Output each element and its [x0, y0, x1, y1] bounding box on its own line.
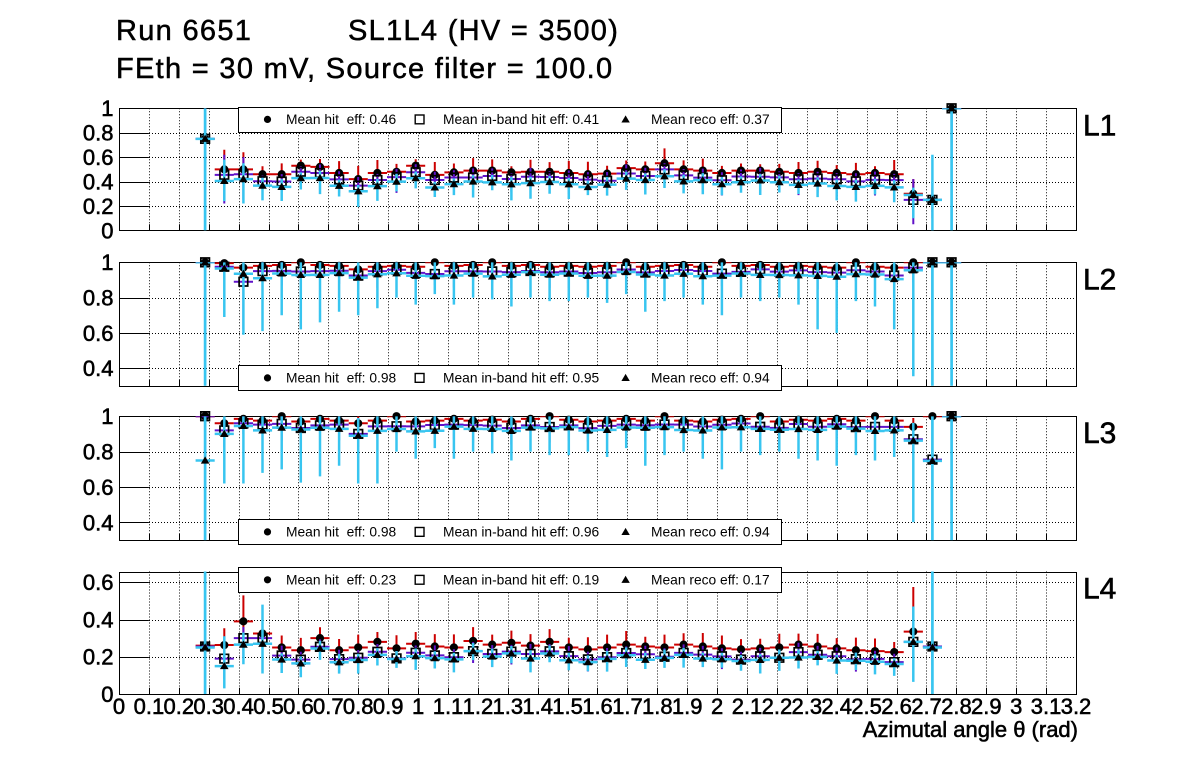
- svg-text:0.6: 0.6: [83, 145, 114, 170]
- svg-text:2.5: 2.5: [851, 694, 882, 719]
- svg-text:3: 3: [1010, 694, 1022, 719]
- svg-text:2.2: 2.2: [762, 694, 793, 719]
- svg-text:0.6: 0.6: [83, 570, 114, 595]
- svg-text:0.2: 0.2: [164, 694, 195, 719]
- svg-text:Mean hit eff: 0.46: Mean hit eff: 0.46: [286, 112, 397, 127]
- svg-text:1: 1: [101, 250, 113, 275]
- svg-text:0.2: 0.2: [83, 645, 114, 670]
- svg-text:1: 1: [101, 404, 113, 429]
- svg-text:0.6: 0.6: [83, 475, 114, 500]
- svg-text:2.6: 2.6: [881, 694, 912, 719]
- svg-text:L2: L2: [1083, 263, 1116, 296]
- svg-text:1.1: 1.1: [433, 694, 464, 719]
- svg-text:0.8: 0.8: [83, 440, 114, 465]
- svg-text:2.3: 2.3: [792, 694, 823, 719]
- svg-text:L1: L1: [1083, 109, 1116, 142]
- svg-text:3.2: 3.2: [1061, 694, 1092, 719]
- svg-text:Mean hit eff: 0.98: Mean hit eff: 0.98: [286, 525, 397, 540]
- svg-text:L4: L4: [1083, 573, 1116, 606]
- svg-text:0.7: 0.7: [313, 694, 344, 719]
- svg-text:1.2: 1.2: [463, 694, 494, 719]
- svg-text:Mean hit eff: 0.98: Mean hit eff: 0.98: [286, 371, 397, 386]
- svg-text:Mean reco eff: 0.37: Mean reco eff: 0.37: [651, 112, 770, 127]
- svg-text:0: 0: [113, 694, 125, 719]
- svg-text:Mean in-band hit eff: 0.19: Mean in-band hit eff: 0.19: [443, 573, 600, 588]
- svg-text:0.4: 0.4: [83, 607, 114, 632]
- svg-text:1.6: 1.6: [582, 694, 613, 719]
- svg-text:2.8: 2.8: [941, 694, 972, 719]
- svg-text:1.4: 1.4: [522, 694, 553, 719]
- svg-text:Mean reco eff: 0.94: Mean reco eff: 0.94: [651, 371, 770, 386]
- svg-text:3.1: 3.1: [1031, 694, 1062, 719]
- svg-text:0.4: 0.4: [83, 356, 114, 381]
- svg-text:SL1L4 (HV = 3500): SL1L4 (HV = 3500): [348, 15, 619, 47]
- svg-text:Azimutal angle θ (rad): Azimutal angle θ (rad): [863, 717, 1078, 742]
- svg-text:1.5: 1.5: [552, 694, 583, 719]
- svg-text:0.3: 0.3: [193, 694, 224, 719]
- svg-text:0: 0: [101, 682, 113, 707]
- svg-text:FEth = 30 mV, Source filter =: FEth = 30 mV, Source filter = 100.0: [116, 53, 613, 85]
- svg-text:0.8: 0.8: [83, 286, 114, 311]
- svg-text:0.8: 0.8: [343, 694, 374, 719]
- svg-text:1.9: 1.9: [672, 694, 703, 719]
- svg-text:1.3: 1.3: [493, 694, 524, 719]
- svg-text:2.4: 2.4: [821, 694, 852, 719]
- svg-text:2.7: 2.7: [911, 694, 942, 719]
- svg-text:Run 6651: Run 6651: [116, 15, 252, 47]
- svg-text:2: 2: [711, 694, 723, 719]
- svg-text:0.6: 0.6: [283, 694, 314, 719]
- svg-text:Mean in-band hit eff: 0.41: Mean in-band hit eff: 0.41: [443, 112, 599, 127]
- svg-text:0.2: 0.2: [83, 194, 114, 219]
- svg-text:0.9: 0.9: [373, 694, 404, 719]
- svg-text:1: 1: [101, 96, 113, 121]
- svg-text:0.4: 0.4: [83, 170, 114, 195]
- svg-text:2.9: 2.9: [971, 694, 1002, 719]
- svg-text:0.1: 0.1: [134, 694, 165, 719]
- svg-text:0.6: 0.6: [83, 321, 114, 346]
- svg-text:Mean reco eff: 0.17: Mean reco eff: 0.17: [651, 573, 770, 588]
- svg-text:0.4: 0.4: [83, 510, 114, 535]
- svg-text:Mean in-band hit eff: 0.95: Mean in-band hit eff: 0.95: [443, 371, 600, 386]
- svg-text:0: 0: [101, 218, 113, 243]
- svg-text:0.5: 0.5: [253, 694, 284, 719]
- svg-text:0.8: 0.8: [83, 121, 114, 146]
- svg-text:2.1: 2.1: [732, 694, 763, 719]
- svg-text:L3: L3: [1083, 417, 1116, 450]
- svg-text:1: 1: [412, 694, 424, 719]
- svg-text:1.8: 1.8: [642, 694, 673, 719]
- svg-text:Mean hit eff: 0.23: Mean hit eff: 0.23: [286, 573, 397, 588]
- svg-text:0.4: 0.4: [223, 694, 254, 719]
- svg-text:1.7: 1.7: [612, 694, 643, 719]
- svg-text:Mean reco eff: 0.94: Mean reco eff: 0.94: [651, 525, 770, 540]
- svg-text:Mean in-band hit eff: 0.96: Mean in-band hit eff: 0.96: [443, 525, 600, 540]
